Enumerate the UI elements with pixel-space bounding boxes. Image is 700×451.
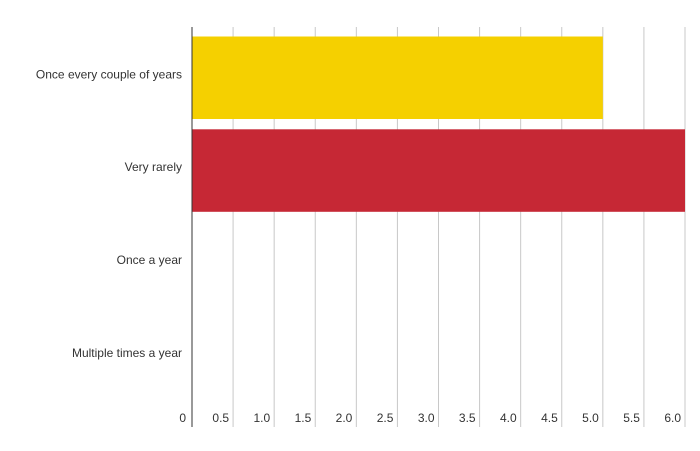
x-tick-label: 2.5 — [377, 411, 394, 425]
x-tick-label: 0 — [179, 411, 186, 425]
x-tick-label: 5.0 — [582, 411, 599, 425]
x-tick-label: 0.5 — [212, 411, 229, 425]
x-tick-label: 1.5 — [295, 411, 312, 425]
x-tick-label: 3.5 — [459, 411, 476, 425]
x-tick-label: 4.5 — [541, 411, 558, 425]
category-label: Once every couple of years — [36, 67, 182, 81]
x-tick-label: 2.0 — [336, 411, 353, 425]
bar — [192, 129, 685, 212]
x-tick-label: 1.0 — [253, 411, 270, 425]
x-tick-label: 3.0 — [418, 411, 435, 425]
x-tick-label: 5.5 — [623, 411, 640, 425]
x-tick-label: 4.0 — [500, 411, 517, 425]
category-label: Very rarely — [125, 160, 182, 174]
category-label: Multiple times a year — [72, 346, 182, 360]
category-label: Once a year — [117, 253, 182, 267]
x-axis-tick-labels: 0 0.5 1.0 1.5 2.0 2.5 3.0 3.5 4.0 4.5 5.0 5.5 6.0 — [179, 411, 681, 425]
x-tick-label: 6.0 — [664, 411, 681, 425]
bars — [192, 36, 685, 212]
category-labels: Once every couple of years Very rarely Onc… — [36, 67, 182, 359]
bar — [192, 36, 603, 119]
